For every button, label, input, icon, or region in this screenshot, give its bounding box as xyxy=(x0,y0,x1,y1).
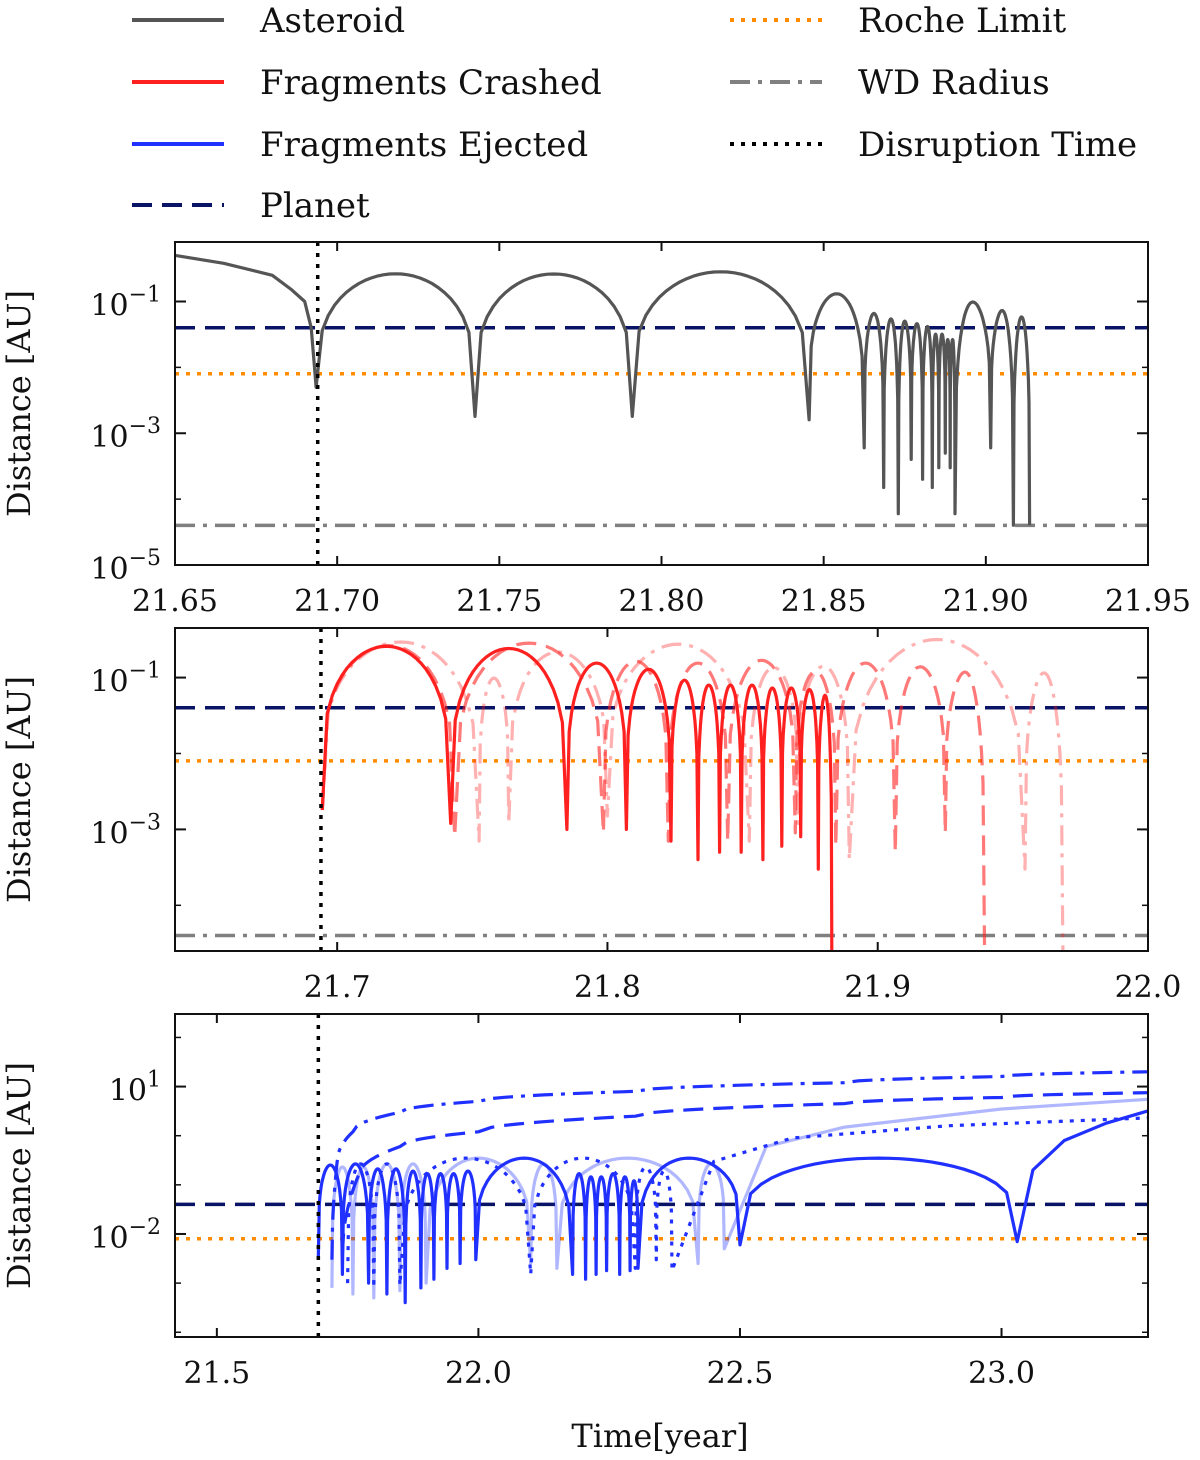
series-fragments-ejected-0 xyxy=(316,1109,1148,1305)
x-tick-label: 21.70 xyxy=(294,584,380,619)
y-tick-label: 10−1 xyxy=(90,659,161,700)
y-tick-label: 10−1 xyxy=(90,282,161,323)
series-fragments-ejected-3 xyxy=(330,1097,1148,1300)
x-tick-label: 21.9 xyxy=(844,970,911,1005)
axes-frame xyxy=(174,1013,1149,1338)
legend-entry-3: Planet xyxy=(132,186,370,226)
series-fragments-ejected-2 xyxy=(340,1091,1148,1254)
legend-label: Asteroid xyxy=(259,1,405,41)
y-axis-title: Distance [AU] xyxy=(0,1062,38,1289)
x-tick-label: 21.8 xyxy=(574,970,641,1005)
legend-label: WD Radius xyxy=(858,63,1050,103)
y-tick-label: 10−3 xyxy=(90,414,161,455)
plot-area xyxy=(175,1014,1148,1337)
legend-entry-4: Roche Limit xyxy=(730,1,1067,41)
legend-entry-0: Asteroid xyxy=(132,1,405,41)
axes-frame xyxy=(174,627,1149,952)
asteroid-panel: 21.65 21.70 21.75 21.80 21.85 21.90 21.95 10−1 1… xyxy=(0,241,1191,619)
fragments-ejected-panel: 21.5 22.0 22.5 23.0 101 10−2 Distance [AU] xyxy=(0,1013,1149,1391)
x-tick-label: 22.5 xyxy=(707,1356,774,1391)
y-tick-label: 101 xyxy=(109,1068,161,1109)
axis-titles: Time[year] xyxy=(571,1417,748,1455)
x-tick-label: 21.90 xyxy=(943,584,1029,619)
y-axis-title: Distance [AU] xyxy=(0,290,38,517)
series-fragments-crashed-0 xyxy=(320,644,834,951)
series-asteroid-0 xyxy=(175,253,1032,527)
legend-label: Fragments Ejected xyxy=(260,125,588,165)
series-fragments-ejected-1 xyxy=(330,1070,1148,1260)
x-tick-label: 21.95 xyxy=(1105,584,1191,619)
x-tick-label: 22.0 xyxy=(1115,970,1182,1005)
legend-entry-1: Fragments Crashed xyxy=(132,63,602,103)
axes-frame xyxy=(174,241,1149,566)
x-tick-label: 21.80 xyxy=(619,584,705,619)
x-tick-label: 21.75 xyxy=(456,584,542,619)
x-tick-label: 21.85 xyxy=(781,584,867,619)
x-tick-label: 21.5 xyxy=(183,1356,250,1391)
y-axis-title: Distance [AU] xyxy=(0,676,38,903)
series-fragments-crashed-2 xyxy=(320,637,1065,951)
x-axis-title: Time[year] xyxy=(571,1417,748,1455)
fragments-crashed-panel: 21.7 21.8 21.9 22.0 10−1 10−3 Distance [AU] xyxy=(0,627,1182,1005)
legend-label: Disruption Time xyxy=(858,125,1137,165)
legend-label: Roche Limit xyxy=(858,1,1067,41)
x-tick-label: 21.65 xyxy=(132,584,218,619)
legend-entry-2: Fragments Ejected xyxy=(132,125,588,165)
y-tick-label: 10−5 xyxy=(90,546,161,587)
x-tick-label: 23.0 xyxy=(968,1356,1035,1391)
y-tick-label: 10−2 xyxy=(90,1215,161,1256)
legend-label: Planet xyxy=(260,186,370,226)
y-tick-label: 10−3 xyxy=(90,810,161,851)
legend-entry-5: WD Radius xyxy=(730,63,1050,103)
legend: Asteroid Fragments Crashed Fragments Eject… xyxy=(132,1,1137,226)
series-fragments-ejected-4 xyxy=(346,1116,1148,1290)
legend-label: Fragments Crashed xyxy=(260,63,602,103)
plot-area xyxy=(175,628,1148,951)
x-tick-label: 22.0 xyxy=(445,1356,512,1391)
legend-entry-6: Disruption Time xyxy=(730,125,1137,165)
x-tick-label: 21.7 xyxy=(304,970,371,1005)
series-fragments-crashed-1 xyxy=(320,641,987,946)
plot-area xyxy=(175,242,1148,565)
